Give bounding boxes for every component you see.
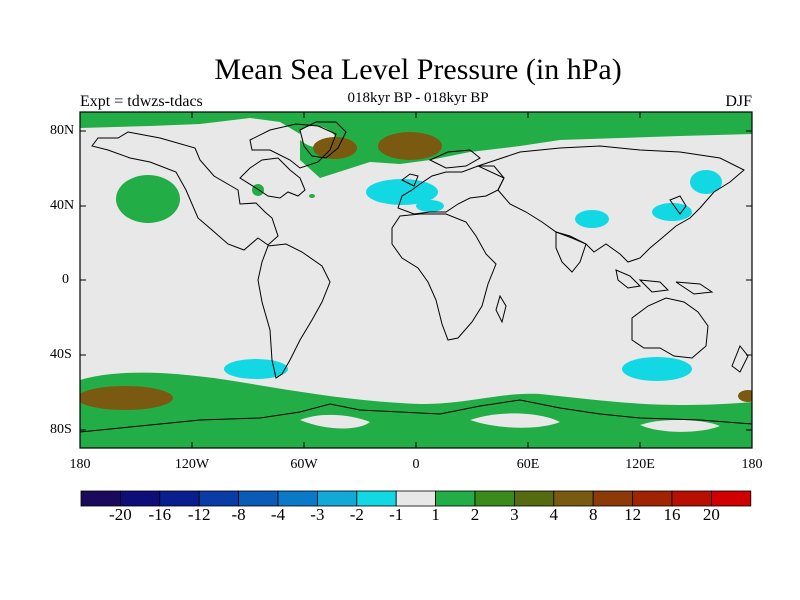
experiment-label: Expt = tdwzs-tdacs	[80, 93, 203, 110]
colorbar-label: -4	[270, 505, 286, 524]
colorbar-box	[395, 490, 437, 507]
australia-south-negative	[622, 357, 692, 381]
map-subtitle: 018kyr BP - 018kyr BP	[347, 90, 489, 106]
colorbar-box	[198, 490, 239, 507]
lon-label-60w: 60W	[290, 457, 318, 472]
colorbar-label: 3	[510, 505, 519, 524]
colorbar-box	[671, 490, 712, 507]
colorbar-box	[238, 490, 279, 507]
colorbar-label: 16	[663, 505, 681, 524]
antarctic-gap	[300, 414, 370, 429]
colorbar	[80, 490, 752, 507]
colorbar-box	[120, 490, 161, 507]
arabian-negative	[575, 210, 609, 228]
map-title: Mean Sea Level Pressure (in hPa)	[214, 53, 622, 86]
lon-label-60e: 60E	[516, 457, 540, 472]
colorbar-box	[592, 490, 634, 507]
colorbar-label: 2	[470, 505, 480, 524]
colorbar-box	[80, 490, 121, 507]
colorbar-box	[632, 490, 673, 507]
colorbar-label: -2	[349, 505, 364, 524]
colorbar-label: -3	[310, 505, 325, 524]
lon-label-0: 0	[412, 457, 420, 472]
small-positive-patch	[309, 194, 315, 198]
colorbar-label: -1	[389, 505, 404, 524]
north-atlantic-maximum	[313, 137, 357, 159]
colorbar-box	[711, 490, 752, 507]
colorbar-box	[316, 490, 358, 507]
barents-maximum	[378, 132, 442, 160]
south-america-negative	[224, 359, 288, 379]
colorbar-label: 1	[431, 505, 440, 524]
east-positive-patch	[738, 390, 752, 402]
lon-label-180e: 180	[741, 457, 763, 472]
colorbar-box	[435, 490, 476, 507]
north-west-pacific-negative	[690, 170, 722, 194]
axis-ticks	[80, 112, 752, 448]
lon-label-120w: 120W	[174, 457, 210, 472]
antarctic-gap	[470, 413, 560, 428]
lat-label-80n: 80N	[50, 123, 75, 138]
colorbar-label: -8	[231, 505, 246, 524]
lon-label-120e: 120E	[625, 457, 655, 472]
colorbar-box	[474, 490, 515, 507]
south-pacific-maximum	[80, 386, 173, 410]
season-label: DJF	[725, 93, 752, 110]
mediterranean-negative	[416, 200, 444, 212]
colorbar-box	[277, 490, 318, 507]
colorbar-box	[553, 490, 594, 507]
colorbar-label: -20	[109, 505, 132, 524]
lat-label-80s: 80S	[50, 422, 72, 437]
lat-label-40n: 40N	[50, 198, 75, 213]
southern-ocean-positive-band	[80, 372, 752, 448]
coastlines	[80, 121, 752, 433]
pressure-anomaly-field	[80, 112, 752, 448]
north-pacific-positive	[116, 175, 180, 223]
small-positive-patch	[252, 184, 264, 196]
colorbar-label: -12	[187, 505, 211, 524]
colorbar-label: 4	[549, 505, 559, 524]
japan-negative	[652, 203, 692, 221]
colorbar-label: 12	[624, 505, 642, 524]
colorbar-box	[159, 490, 200, 507]
colorbar-box	[356, 490, 397, 507]
north-atlantic-negative	[366, 179, 438, 205]
lat-label-40s: 40S	[50, 347, 72, 362]
colorbar-label: 8	[588, 505, 598, 524]
lon-label-180w: 180	[69, 457, 91, 472]
colorbar-box	[514, 490, 555, 507]
colorbar-label: 20	[702, 505, 720, 524]
antarctic-gap	[640, 419, 720, 432]
lat-label-equator: 0	[62, 272, 69, 287]
colorbar-label: -16	[148, 505, 172, 524]
